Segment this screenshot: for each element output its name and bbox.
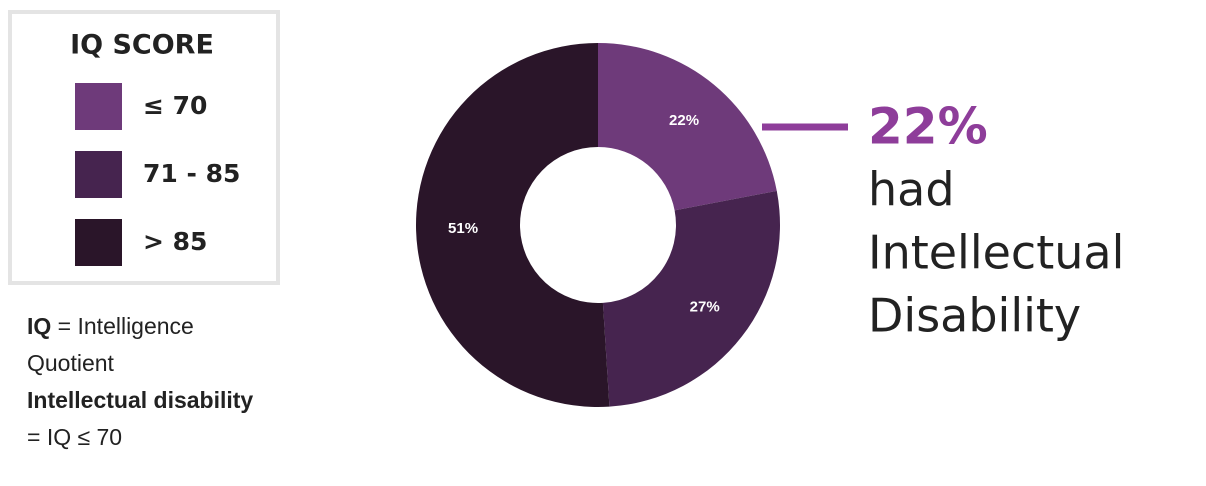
legend-swatch bbox=[75, 219, 122, 266]
note-term: Intellectual disability bbox=[27, 387, 254, 413]
annotation-text: Intellectual bbox=[868, 226, 1124, 280]
annotation-highlight: 22% bbox=[868, 98, 988, 156]
notes: IQ = Intelligence Quotient Intellectual d… bbox=[27, 308, 267, 456]
note-term: IQ bbox=[27, 313, 52, 339]
note-definition: = IQ ≤ 70 bbox=[27, 424, 123, 450]
data-label: 51% bbox=[448, 220, 478, 237]
legend-box bbox=[8, 10, 280, 285]
legend-swatch bbox=[75, 83, 122, 130]
donut-slice bbox=[416, 43, 610, 407]
note: IQ = Intelligence Quotient bbox=[27, 308, 267, 382]
data-label: 27% bbox=[690, 299, 720, 316]
annotation-text: Disability bbox=[868, 289, 1081, 343]
legend-title: IQ SCORE bbox=[70, 30, 214, 61]
legend-swatch bbox=[75, 151, 122, 198]
note-definition: = Intelligence Quotient bbox=[27, 313, 194, 376]
donut-slice bbox=[602, 190, 780, 407]
legend-label: > 85 bbox=[143, 227, 207, 256]
annotation-text: had bbox=[868, 163, 955, 217]
legend-label: 71 - 85 bbox=[143, 159, 240, 188]
note: Intellectual disability = IQ ≤ 70 bbox=[27, 382, 267, 456]
legend-label: ≤ 70 bbox=[143, 91, 207, 120]
data-label: 22% bbox=[669, 112, 699, 129]
donut-slice bbox=[598, 43, 777, 211]
